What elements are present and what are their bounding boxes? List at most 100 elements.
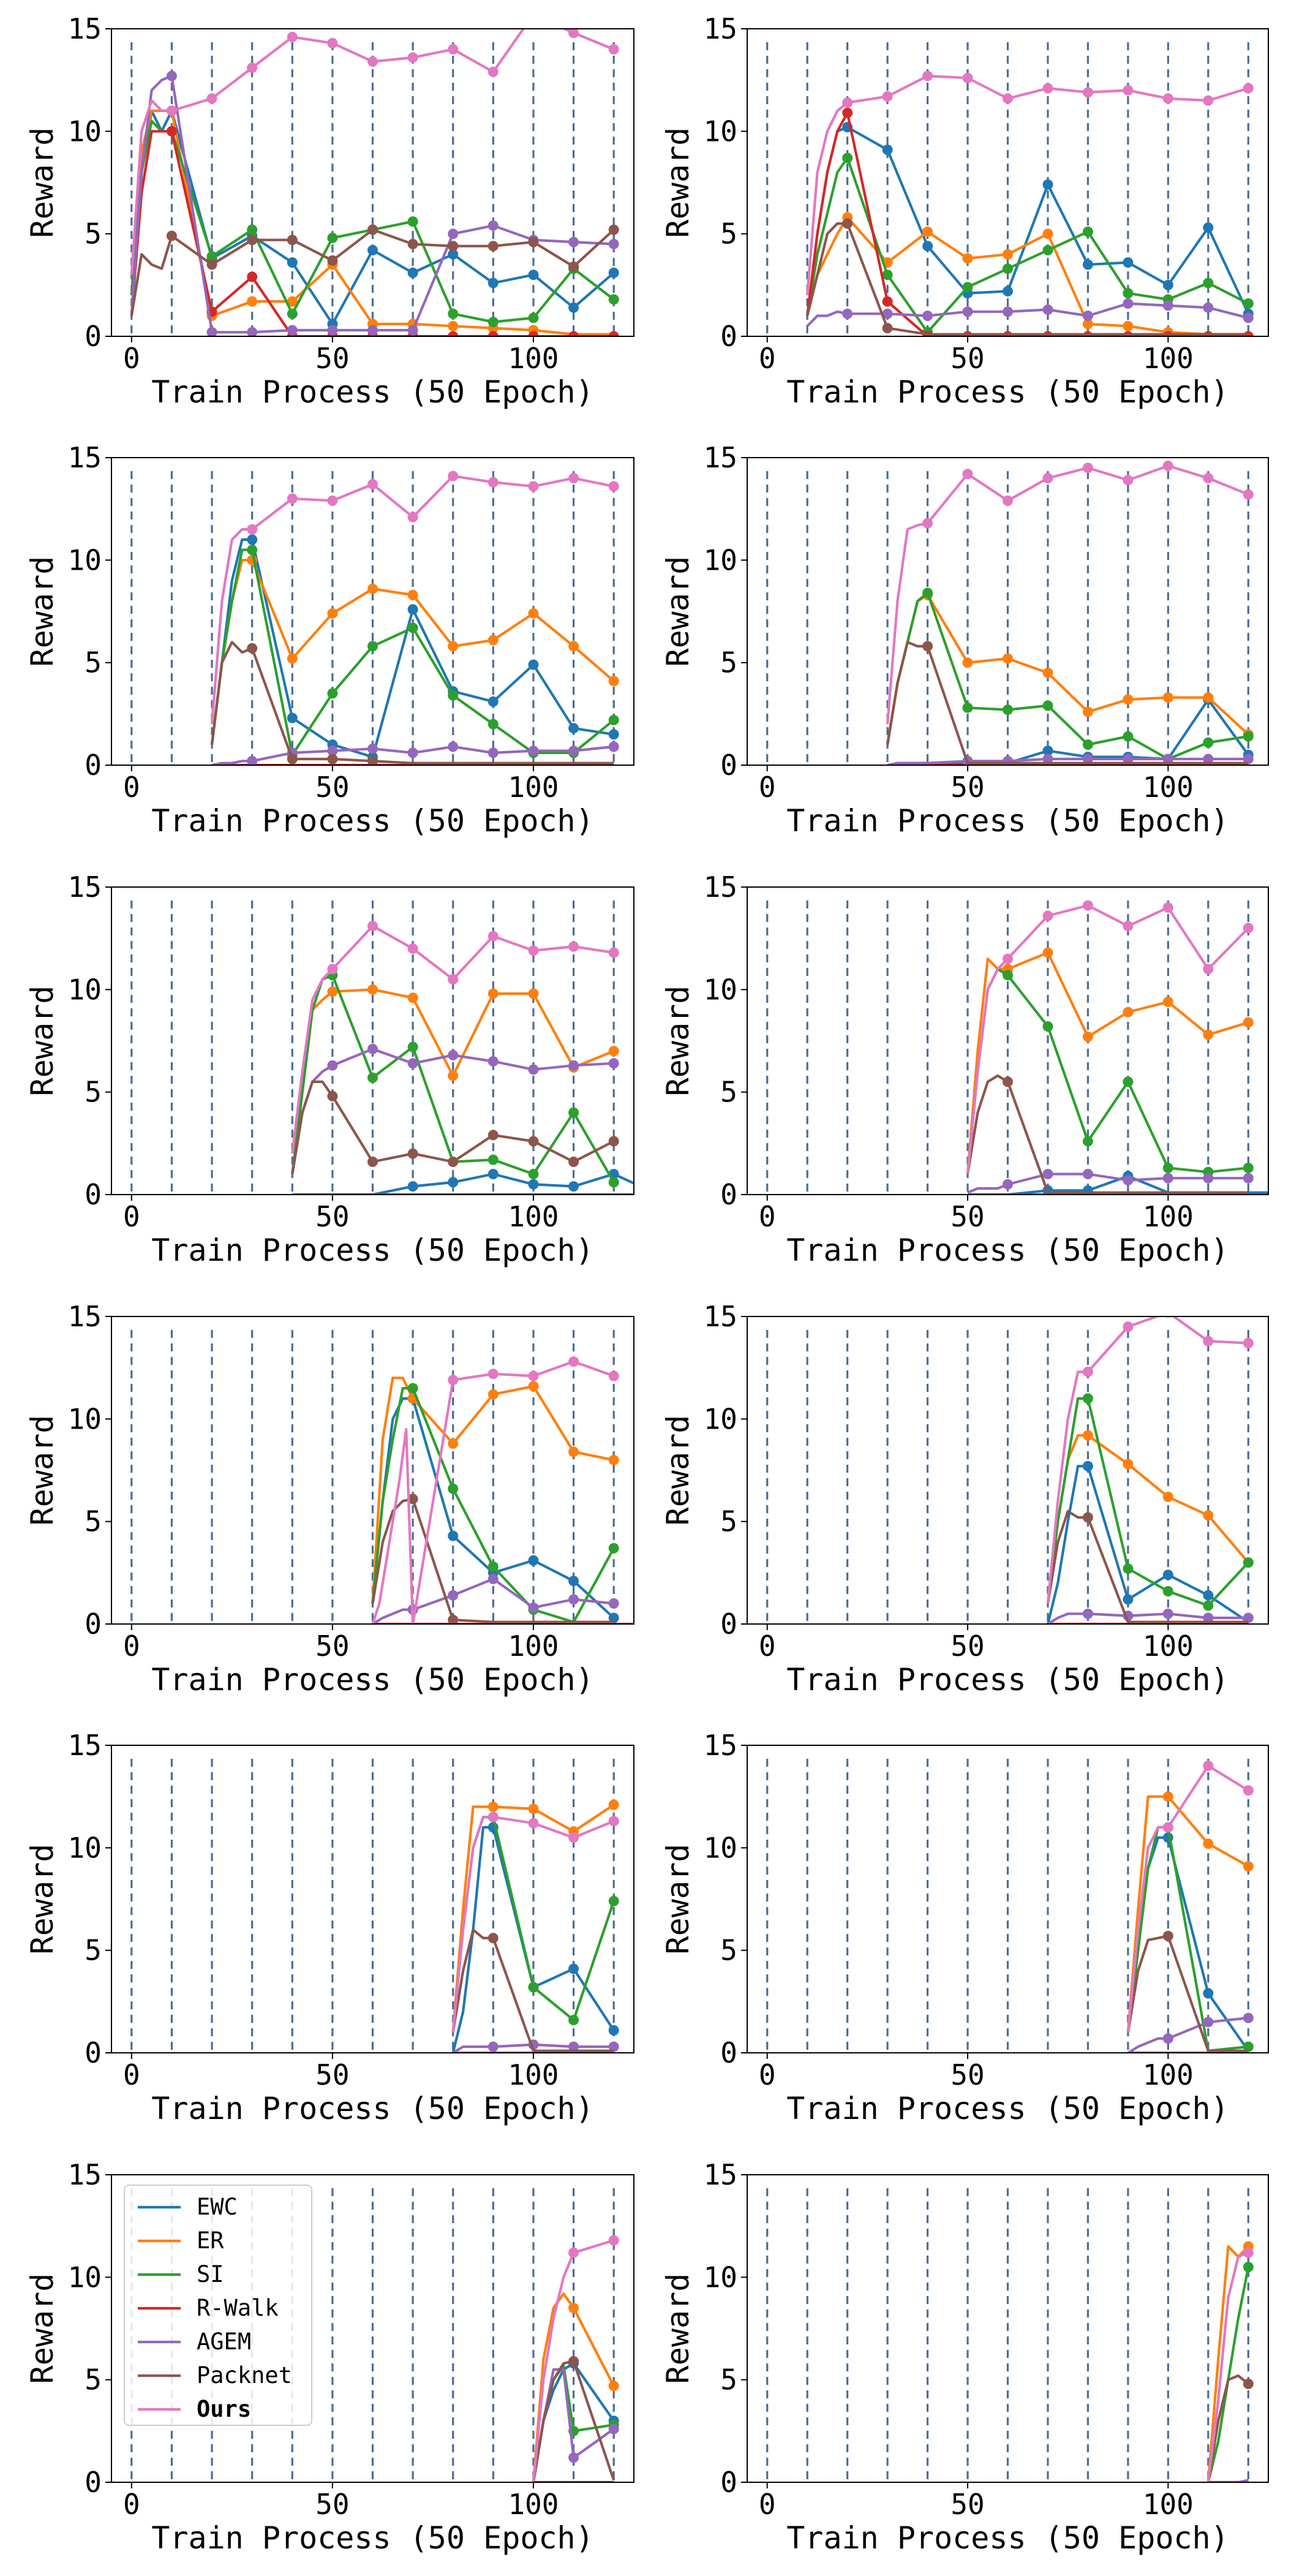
data-point-ours xyxy=(407,943,418,954)
axes-frame xyxy=(747,1745,1269,2053)
data-point-ours xyxy=(487,931,499,942)
data-point-ours xyxy=(367,479,378,489)
data-point-ours xyxy=(1082,900,1093,911)
axes-frame xyxy=(111,2174,634,2483)
data-point-ours xyxy=(1203,473,1214,483)
data-point-si xyxy=(1203,278,1214,289)
y-tick-label: 5 xyxy=(85,1076,102,1109)
y-tick-label: 10 xyxy=(68,543,102,576)
data-point-packnet xyxy=(206,259,217,270)
series-line-ewc xyxy=(292,1173,634,1195)
series-line-agem xyxy=(130,74,614,334)
data-point-er xyxy=(407,589,418,600)
plot-area xyxy=(806,70,1254,336)
y-axis-label: Reward xyxy=(24,1844,60,1955)
data-point-ours xyxy=(448,974,459,985)
data-point-er xyxy=(1082,706,1093,717)
data-point-er xyxy=(1042,667,1053,678)
data-point-agem xyxy=(528,746,539,757)
data-point-agem xyxy=(568,1060,579,1071)
data-point-ours xyxy=(1003,953,1013,964)
series-line-r-walk xyxy=(806,111,1249,336)
data-point-ours xyxy=(1123,475,1134,486)
data-point-packnet xyxy=(327,255,338,266)
data-point-si xyxy=(1042,244,1053,255)
data-point-ewc xyxy=(568,1963,579,1974)
data-point-si xyxy=(882,270,893,281)
y-tick-label: 10 xyxy=(704,115,737,148)
x-tick-label: 50 xyxy=(950,1630,984,1663)
data-point-r-walk xyxy=(842,107,853,118)
data-point-agem xyxy=(568,1594,579,1605)
data-point-si xyxy=(327,688,338,699)
data-point-ewc xyxy=(568,1181,579,1192)
x-tick-label: 100 xyxy=(1143,2058,1194,2091)
series-line-packnet xyxy=(291,1080,615,1174)
data-point-agem xyxy=(922,311,933,321)
x-tick-label: 100 xyxy=(508,1630,559,1663)
legend-label-si: SI xyxy=(197,2261,224,2287)
data-point-er xyxy=(448,1438,459,1449)
x-axis-label: Train Process (50 Epoch) xyxy=(786,1233,1229,1268)
series-line-packnet xyxy=(371,1497,614,1623)
x-tick-label: 50 xyxy=(315,342,349,375)
x-axis-label: Train Process (50 Epoch) xyxy=(786,803,1229,839)
series-line-ewc xyxy=(806,126,1250,316)
axes-frame xyxy=(111,457,634,766)
y-axis-label: Reward xyxy=(24,127,60,238)
x-axis-label: Train Process (50 Epoch) xyxy=(786,374,1229,410)
data-point-agem xyxy=(247,755,258,765)
data-point-ewc xyxy=(608,267,619,278)
data-point-ours xyxy=(1082,87,1093,98)
data-point-ours xyxy=(327,495,338,506)
data-point-er xyxy=(528,988,539,999)
data-point-er xyxy=(407,992,418,1003)
axes-frame xyxy=(747,2174,1269,2483)
data-point-ewc xyxy=(528,659,539,670)
data-point-ours xyxy=(407,52,418,63)
series-line-er xyxy=(371,1377,614,1604)
data-point-er xyxy=(1082,319,1093,330)
data-point-ewc xyxy=(1003,285,1013,297)
series-line-ewc xyxy=(887,698,1250,765)
data-point-packnet xyxy=(1082,1512,1093,1523)
legend-label-packnet: Packnet xyxy=(197,2362,292,2389)
data-point-agem xyxy=(1203,302,1214,313)
y-tick-label: 0 xyxy=(85,2466,102,2499)
data-point-ours xyxy=(247,524,258,535)
data-point-si xyxy=(1203,737,1214,748)
axes-frame xyxy=(111,28,634,337)
data-point-agem xyxy=(487,220,499,231)
data-point-ours xyxy=(568,941,579,952)
legend-label-r-walk: R-Walk xyxy=(197,2295,279,2321)
series-line-er xyxy=(130,109,614,336)
data-point-agem xyxy=(608,2423,619,2434)
data-point-r-walk xyxy=(448,331,459,336)
data-point-packnet xyxy=(1243,2378,1254,2389)
data-point-si xyxy=(1243,731,1254,742)
data-point-agem xyxy=(407,325,418,336)
series-line-si xyxy=(210,548,615,757)
data-point-ours xyxy=(166,105,177,116)
data-point-agem xyxy=(1123,1175,1134,1186)
series-line-ewc xyxy=(130,109,615,325)
data-point-ewc xyxy=(528,1555,539,1566)
data-point-ewc xyxy=(1042,179,1053,190)
plot-area xyxy=(886,460,1254,765)
data-point-ours xyxy=(528,945,539,956)
x-tick-label: 0 xyxy=(123,1200,140,1233)
series-line-ours xyxy=(806,74,1249,296)
data-point-r-walk xyxy=(568,331,579,336)
y-axis-label: Reward xyxy=(660,127,696,238)
data-point-si xyxy=(407,216,418,227)
x-axis-label: Train Process (50 Epoch) xyxy=(151,2520,593,2556)
plot-area xyxy=(371,1356,634,1624)
data-point-er xyxy=(487,1389,499,1400)
data-point-ewc xyxy=(568,302,579,313)
x-tick-label: 50 xyxy=(950,2058,984,2091)
data-point-er xyxy=(487,1801,499,1812)
data-point-si xyxy=(1082,226,1093,237)
data-point-ours xyxy=(1243,923,1254,934)
